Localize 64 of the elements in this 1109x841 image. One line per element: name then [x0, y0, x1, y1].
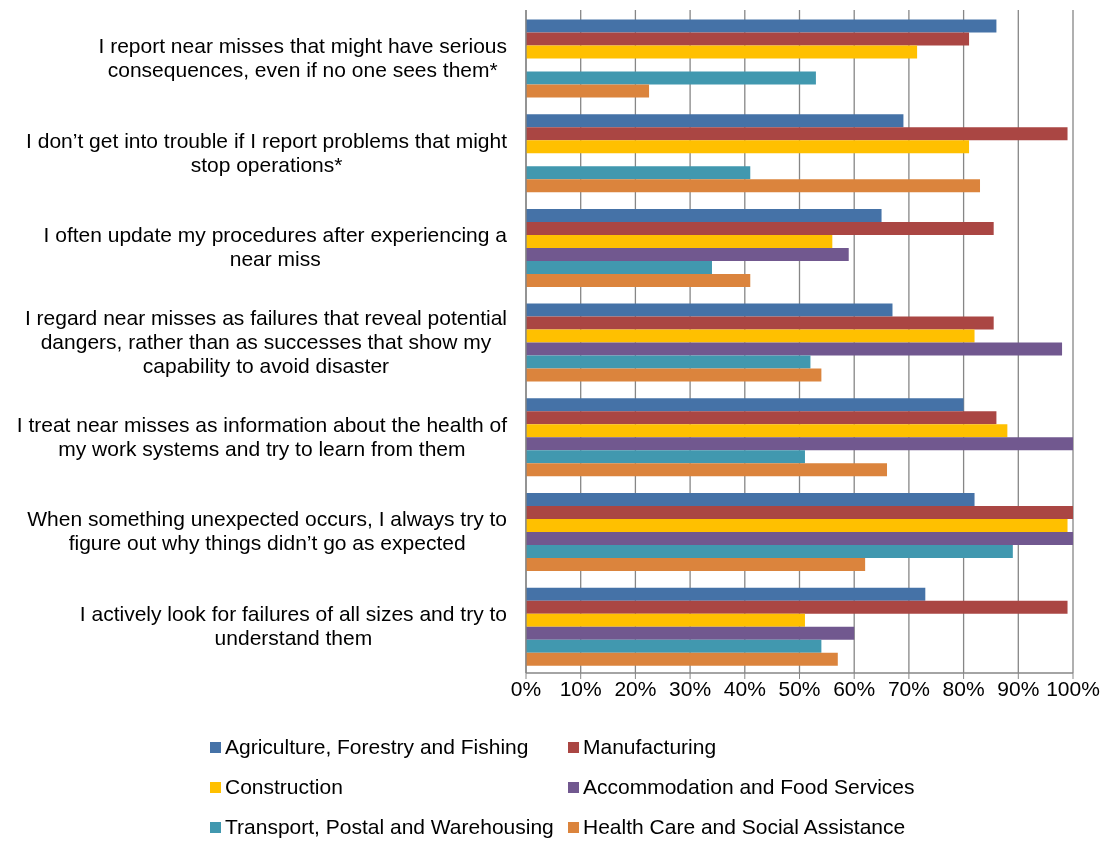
y-tick-label: I treat near misses as information about the health of my work systems and try to learn from them	[16, 412, 508, 460]
bar	[526, 32, 970, 46]
bar	[526, 613, 805, 627]
y-tick-label: When something unexpected occurs, I always try to figure out why things didn’t go as expected	[27, 507, 507, 555]
x-tick-label: 20%	[614, 676, 657, 700]
bar	[526, 45, 918, 59]
bar	[526, 368, 822, 382]
x-tick-label: 100%	[1046, 676, 1100, 700]
bar	[526, 114, 904, 128]
bar	[526, 639, 822, 653]
bar	[526, 450, 805, 464]
bar	[526, 221, 994, 235]
x-tick-label: 30%	[669, 676, 712, 700]
bar	[526, 545, 1013, 559]
bar	[526, 532, 1073, 546]
x-tick-label: 60%	[833, 676, 876, 700]
bar	[526, 600, 1068, 614]
bar	[526, 398, 964, 412]
bar	[526, 355, 811, 369]
bar	[526, 652, 838, 666]
y-tick-label: I don’t get into trouble if I report problems that might stop operations*	[26, 128, 508, 176]
bar	[526, 260, 712, 274]
y-tick-label: I report near misses that might have serious consequences, even if no one sees them*	[98, 33, 507, 81]
bar	[526, 493, 975, 507]
x-tick-label: 40%	[723, 676, 766, 700]
bar	[526, 166, 751, 180]
bar	[526, 411, 997, 425]
legend-label: Agriculture, Forestry and Fishing	[225, 735, 529, 759]
bar	[526, 247, 849, 261]
bar	[526, 127, 1068, 141]
bar	[526, 303, 893, 317]
bar	[526, 519, 1068, 533]
x-tick-label: 10%	[559, 676, 602, 700]
bar	[526, 329, 975, 343]
bar	[526, 84, 650, 98]
y-tick-label: I actively look for failures of all sizes and try to understand them	[79, 602, 507, 650]
bar	[526, 316, 994, 330]
x-tick-label: 70%	[887, 676, 930, 700]
legend-label: Health Care and Social Assistance	[583, 815, 906, 839]
bar	[526, 19, 997, 33]
bar	[526, 140, 970, 154]
bar	[526, 424, 1008, 438]
bar	[526, 273, 751, 287]
x-tick-label: 80%	[942, 676, 985, 700]
bar	[526, 626, 855, 640]
bar	[526, 558, 866, 572]
x-tick-label: 90%	[997, 676, 1040, 700]
x-tick-label: 50%	[778, 676, 821, 700]
bar	[526, 71, 816, 85]
bar	[526, 463, 888, 477]
legend-label: Construction	[225, 775, 343, 799]
bar	[526, 179, 981, 193]
bar	[526, 506, 1073, 520]
legend-label: Manufacturing	[583, 735, 717, 759]
bar	[526, 342, 1063, 356]
legend-label: Accommodation and Food Services	[583, 775, 915, 799]
bar	[526, 208, 882, 222]
bar	[526, 234, 833, 248]
x-tick-label: 0%	[510, 676, 542, 700]
legend-label: Transport, Postal and Warehousing	[225, 815, 554, 839]
bar	[526, 587, 926, 601]
y-tick-label: I often update my procedures after experiencing a near miss	[43, 223, 508, 271]
bar	[526, 437, 1073, 451]
y-tick-label: I regard near misses as failures that reveal potential dangers, rather than as successes that show my capability to avoid disaster	[24, 305, 507, 377]
